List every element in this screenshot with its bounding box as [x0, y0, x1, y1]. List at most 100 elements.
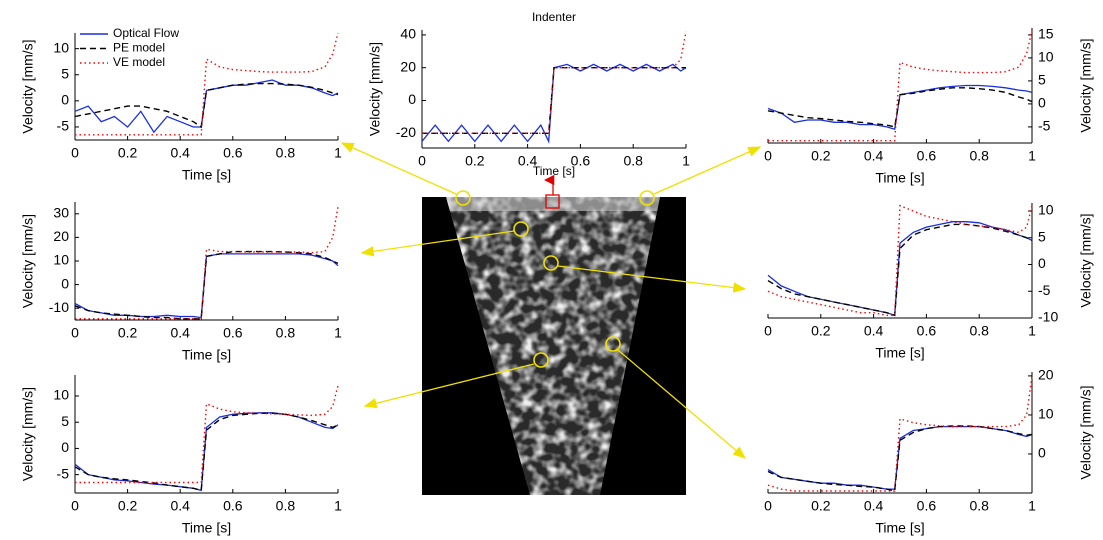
series-line — [768, 206, 1032, 316]
series-line — [75, 80, 338, 132]
y-tick-label: -10 — [1038, 309, 1058, 325]
y-tick-label: 20 — [1038, 367, 1054, 383]
x-tick-label: 0.4 — [170, 145, 190, 161]
y-tick-label: 0 — [1038, 445, 1046, 461]
y-axis-label: Velocity [mm/s] — [1078, 213, 1094, 307]
x-tick-label: 0.2 — [118, 145, 138, 161]
y-tick-label: 10 — [1038, 202, 1054, 218]
y-tick-label: 5 — [1038, 228, 1046, 244]
y-tick-label: -5 — [1038, 118, 1051, 134]
y-tick-label: 0 — [61, 92, 69, 108]
x-tick-label: 0.8 — [969, 148, 989, 164]
x-tick-label: 0.6 — [917, 498, 937, 514]
y-tick-label: -5 — [57, 465, 70, 481]
y-tick-label: 20 — [400, 58, 416, 74]
x-tick-label: 1 — [334, 145, 342, 161]
x-tick-label: 0.4 — [864, 498, 884, 514]
x-tick-label: 0.8 — [276, 498, 296, 514]
x-tick-label: 0 — [418, 153, 426, 169]
y-tick-label: 0 — [61, 439, 69, 455]
x-tick-label: 0.4 — [864, 148, 884, 164]
y-tick-label: -10 — [49, 299, 69, 315]
y-tick-label: 10 — [53, 252, 69, 268]
x-tick-label: 0 — [71, 325, 79, 341]
x-tick-label: 1 — [1028, 148, 1036, 164]
y-axis-label: Velocity [mm/s] — [20, 387, 36, 481]
y-axis-label: Velocity [mm/s] — [1078, 385, 1094, 479]
y-tick-label: 5 — [61, 413, 69, 429]
y-tick-label: 20 — [53, 228, 69, 244]
x-tick-label: 0.2 — [811, 148, 831, 164]
y-tick-label: 10 — [53, 39, 69, 55]
series-line — [422, 32, 686, 134]
y-tick-label: -5 — [57, 118, 70, 134]
ultrasound-image — [422, 197, 686, 495]
y-axis-label: Velocity [mm/s] — [20, 214, 36, 308]
x-axis-label: Time [s] — [875, 170, 924, 186]
y-tick-label: -5 — [1038, 282, 1051, 298]
y-axis-label: Velocity [mm/s] — [367, 42, 383, 136]
y-tick-label: 0 — [1038, 95, 1046, 111]
series-line — [768, 222, 1032, 316]
x-tick-label: 0.6 — [223, 498, 243, 514]
series-line — [75, 413, 338, 490]
x-tick-label: 0.2 — [811, 323, 831, 339]
x-axis-label: Time [s] — [182, 167, 231, 183]
x-tick-label: 0.4 — [864, 323, 884, 339]
figure: 00.20.40.60.81-50510Velocity [mm/s]Time … — [0, 0, 1103, 540]
x-tick-label: 0.2 — [465, 153, 485, 169]
chart-title: Indenter — [532, 10, 576, 24]
y-tick-label: -20 — [396, 124, 416, 140]
y-tick-label: 40 — [400, 26, 416, 42]
y-tick-label: 5 — [1038, 72, 1046, 88]
x-tick-label: 0 — [71, 145, 79, 161]
x-tick-label: 0.6 — [917, 323, 937, 339]
x-axis-label: Time [s] — [875, 345, 924, 361]
x-tick-label: 0 — [764, 498, 772, 514]
y-tick-label: 10 — [1038, 406, 1054, 422]
legend-label: Optical Flow — [113, 26, 179, 40]
y-tick-label: 10 — [53, 387, 69, 403]
x-tick-label: 1 — [1028, 323, 1036, 339]
y-tick-label: 0 — [1038, 255, 1046, 271]
x-tick-label: 0.8 — [969, 498, 989, 514]
x-tick-label: 0 — [764, 323, 772, 339]
x-tick-label: 0.6 — [223, 145, 243, 161]
series-line — [75, 252, 338, 319]
x-tick-label: 0 — [764, 148, 772, 164]
y-tick-label: 15 — [1038, 26, 1054, 42]
x-tick-label: 0.4 — [170, 325, 190, 341]
y-axis-label: Velocity [mm/s] — [20, 39, 36, 133]
series-line — [768, 426, 1032, 491]
x-tick-label: 1 — [682, 153, 690, 169]
y-tick-label: 5 — [61, 65, 69, 81]
y-tick-label: 30 — [53, 205, 69, 221]
series-line — [422, 68, 686, 134]
y-tick-label: 0 — [408, 91, 416, 107]
x-axis-label: Time [s] — [533, 164, 575, 178]
y-tick-label: 10 — [1038, 49, 1054, 65]
series-line — [768, 88, 1032, 127]
x-tick-label: 0.8 — [969, 323, 989, 339]
x-tick-label: 0 — [71, 498, 79, 514]
x-axis-label: Time [s] — [182, 347, 231, 363]
x-tick-label: 1 — [334, 498, 342, 514]
x-tick-label: 1 — [1028, 498, 1036, 514]
legend-label: PE model — [113, 41, 165, 55]
y-tick-label: 0 — [61, 275, 69, 291]
x-tick-label: 0.4 — [170, 498, 190, 514]
x-tick-label: 0.2 — [811, 498, 831, 514]
legend-label: VE model — [113, 55, 165, 69]
y-axis-label: Velocity [mm/s] — [1078, 38, 1094, 132]
x-axis-label: Time [s] — [182, 520, 231, 536]
x-tick-label: 0.2 — [118, 325, 138, 341]
series-line — [768, 427, 1032, 490]
series-line — [768, 376, 1032, 491]
x-tick-label: 1 — [334, 325, 342, 341]
x-tick-label: 0.6 — [917, 148, 937, 164]
x-tick-label: 0.6 — [223, 325, 243, 341]
x-tick-label: 0.8 — [623, 153, 643, 169]
series-line — [768, 30, 1032, 140]
x-tick-label: 0.2 — [118, 498, 138, 514]
x-tick-label: 0.8 — [276, 325, 296, 341]
